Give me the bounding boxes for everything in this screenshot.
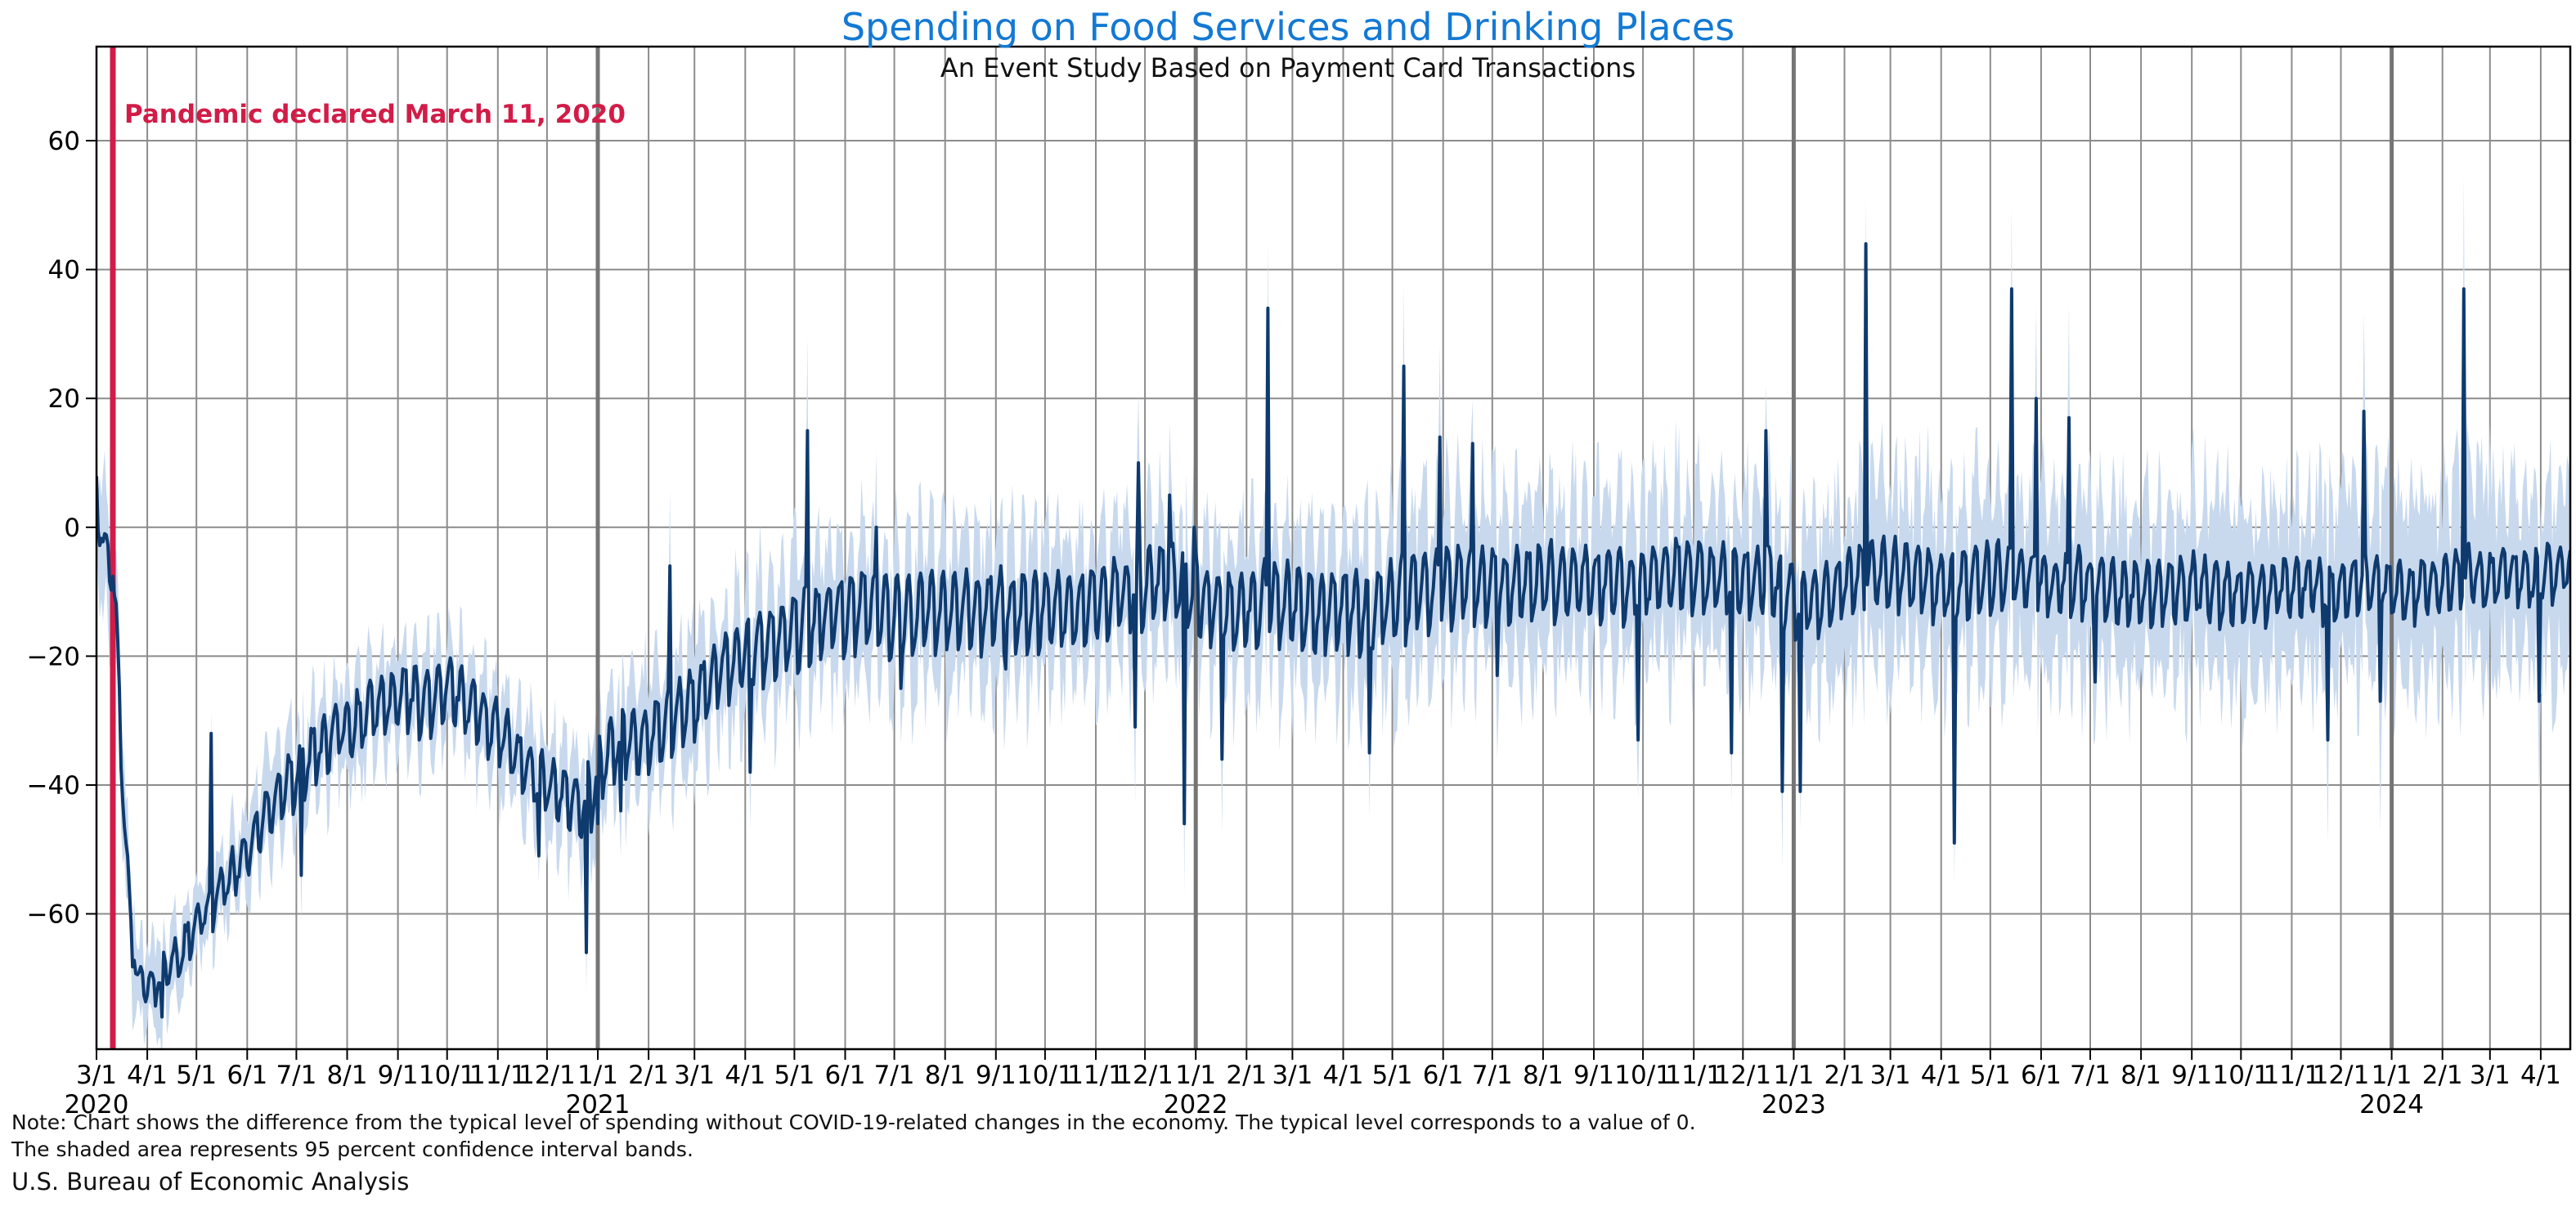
x-tick-label: 9/1 (976, 1061, 1016, 1090)
page-title: Spending on Food Services and Drinking P… (841, 5, 1735, 49)
year-gridlines (595, 47, 2394, 1049)
x-tick-label: 1/1 (577, 1061, 618, 1090)
y-axis: −60 −40 −20 0 20 40 60 (27, 127, 96, 930)
plot-frame (95, 45, 2572, 1051)
x-tick-label: 1/1 (2372, 1061, 2412, 1090)
x-tick-label: 8/1 (925, 1061, 966, 1090)
x-tick-label: 4/1 (127, 1061, 168, 1090)
x-tick-label: 11/1 (1665, 1061, 1722, 1090)
x-tick-label: 10/1 (1016, 1061, 1074, 1090)
x-tick-label: 8/1 (1523, 1061, 1564, 1090)
x-tick-label: 2/1 (2422, 1061, 2463, 1090)
x-tick-label: 5/1 (1372, 1061, 1413, 1090)
x-tick-label: 3/1 (1272, 1061, 1313, 1090)
y-tick-label: 40 (48, 256, 80, 285)
source-attribution: U.S. Bureau of Economic Analysis (11, 1168, 410, 1196)
chart-note-line1: Note: Chart shows the difference from th… (11, 1111, 1696, 1134)
pandemic-annotation: Pandemic declared March 11, 2020 (124, 100, 626, 129)
x-tick-label: 12/1 (1714, 1061, 1771, 1090)
x-tick-label: 2/1 (1226, 1061, 1267, 1090)
x-year-label: 2024 (2359, 1090, 2424, 1120)
x-tick-label: 8/1 (327, 1061, 368, 1090)
chart-subtitle: An Event Study Based on Payment Card Tra… (940, 52, 1636, 83)
x-tick-label: 12/1 (1116, 1061, 1174, 1090)
x-tick-label: 11/1 (469, 1061, 527, 1090)
x-tick-label: 5/1 (176, 1061, 217, 1090)
x-tick-label: 12/1 (518, 1061, 576, 1090)
x-tick-label: 1/1 (1175, 1061, 1216, 1090)
y-tick-label: −60 (27, 900, 80, 930)
confidence-band (96, 176, 2570, 1049)
x-tick-label: 3/1 (1870, 1061, 1911, 1090)
x-tick-label: 10/1 (2212, 1061, 2269, 1090)
y-tick-label: 0 (64, 514, 80, 543)
chart-note-line2: The shaded area represents 95 percent co… (11, 1137, 693, 1161)
x-tick-label: 11/1 (2264, 1061, 2321, 1090)
x-tick-label: 11/1 (1067, 1061, 1124, 1090)
x-tick-label: 7/1 (874, 1061, 915, 1090)
x-tick-label: 6/1 (825, 1061, 866, 1090)
x-tick-label: 1/1 (1773, 1061, 1814, 1090)
x-tick-label: 6/1 (1423, 1061, 1464, 1090)
x-tick-label: 5/1 (1970, 1061, 2011, 1090)
x-year-label: 2022 (1164, 1090, 1228, 1120)
spending-line (96, 242, 2570, 1019)
x-tick-label: 4/1 (725, 1061, 765, 1090)
x-year-label: 2023 (1761, 1090, 1826, 1120)
y-tick-label: 20 (48, 384, 80, 414)
y-tick-label: 60 (48, 127, 80, 156)
x-tick-label: 8/1 (2120, 1061, 2161, 1090)
x-year-label: 2021 (566, 1090, 631, 1120)
x-tick-label: 6/1 (227, 1061, 267, 1090)
x-tick-label: 3/1 (76, 1061, 117, 1090)
y-tick-label: −40 (27, 771, 80, 801)
x-tick-label: 10/1 (419, 1061, 476, 1090)
x-tick-label: 3/1 (674, 1061, 715, 1090)
x-tick-label: 9/1 (378, 1061, 419, 1090)
x-tick-label: 2/1 (628, 1061, 669, 1090)
x-tick-label: 5/1 (774, 1061, 815, 1090)
chart-note: Note: Chart shows the difference from th… (11, 1109, 1696, 1163)
x-tick-label: 4/1 (1323, 1061, 1364, 1090)
x-tick-label: 9/1 (2171, 1061, 2212, 1090)
x-year-label: 2020 (65, 1090, 129, 1120)
y-tick-label: −20 (27, 642, 80, 671)
x-tick-label: 7/1 (276, 1061, 316, 1090)
x-tick-label: 4/1 (2520, 1061, 2561, 1090)
x-tick-label: 7/1 (1472, 1061, 1513, 1090)
x-axis: 3/1 4/1 5/1 6/1 7/1 8/1 9/1 10/111/112/1 1/1 2/1 3… (65, 1049, 2561, 1120)
x-tick-label: 12/1 (2313, 1061, 2370, 1090)
x-tick-label: 2/1 (1824, 1061, 1865, 1090)
x-tick-label: 6/1 (2021, 1061, 2062, 1090)
x-tick-label: 4/1 (1921, 1061, 1962, 1090)
x-tick-label: 7/1 (2070, 1061, 2111, 1090)
x-tick-label: 9/1 (1573, 1061, 1614, 1090)
x-tick-label: 10/1 (1614, 1061, 1672, 1090)
x-tick-label: 3/1 (2470, 1061, 2511, 1090)
